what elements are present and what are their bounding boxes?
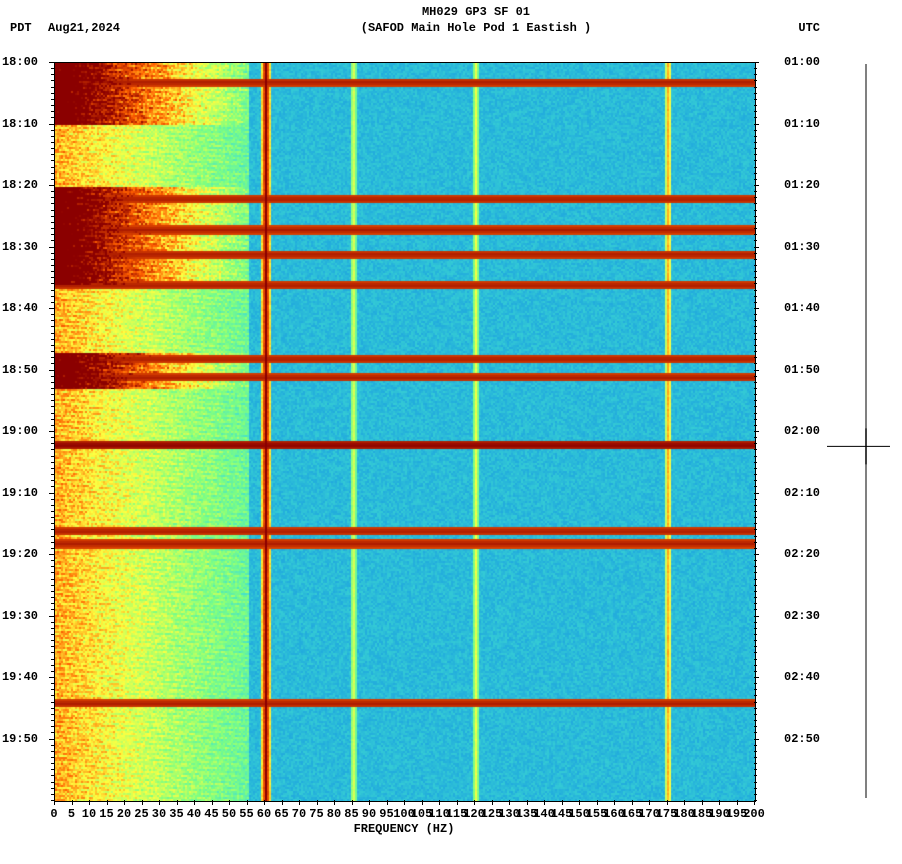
xtick-label: 60 <box>257 807 271 821</box>
ytick-right-label: 02:30 <box>784 609 820 623</box>
ytick-right-label: 01:00 <box>784 55 820 69</box>
xtick-label: 25 <box>134 807 148 821</box>
ytick-right-label: 01:10 <box>784 117 820 131</box>
ytick-right-label: 01:20 <box>784 178 820 192</box>
xtick-label: 0 <box>50 807 57 821</box>
xtick-label: 45 <box>204 807 218 821</box>
xtick-label: 200 <box>743 807 765 821</box>
x-axis: FREQUENCY (HZ) 0510152025303540455055606… <box>54 800 754 850</box>
ytick-right-label: 02:50 <box>784 732 820 746</box>
x-axis-label: FREQUENCY (HZ) <box>54 822 754 836</box>
xtick-label: 75 <box>309 807 323 821</box>
xtick-label: 15 <box>99 807 113 821</box>
ytick-right-label: 02:20 <box>784 547 820 561</box>
xtick-label: 55 <box>239 807 253 821</box>
ytick-left-label: 19:50 <box>2 732 38 746</box>
timezone-left: PDT <box>10 21 32 35</box>
ytick-right-label: 02:00 <box>784 424 820 438</box>
y-axis-left: 18:0018:1018:2018:3018:4018:5019:0019:10… <box>0 62 54 800</box>
ytick-right-label: 01:30 <box>784 240 820 254</box>
ytick-left-label: 19:20 <box>2 547 38 561</box>
header-date: Aug21,2024 <box>48 21 120 35</box>
xtick-label: 50 <box>222 807 236 821</box>
ytick-left-label: 18:40 <box>2 301 38 315</box>
ytick-right-label: 01:50 <box>784 363 820 377</box>
chart-title-sub: (SAFOD Main Hole Pod 1 Eastish ) <box>0 21 902 35</box>
ytick-left-label: 19:10 <box>2 486 38 500</box>
ytick-left-label: 18:50 <box>2 363 38 377</box>
ytick-right-label: 02:10 <box>784 486 820 500</box>
spectrogram-plot <box>54 62 754 800</box>
ytick-left-label: 19:40 <box>2 670 38 684</box>
xtick-label: 5 <box>68 807 75 821</box>
xtick-label: 80 <box>327 807 341 821</box>
xtick-label: 85 <box>344 807 358 821</box>
xtick-label: 95 <box>379 807 393 821</box>
ytick-left-label: 18:00 <box>2 55 38 69</box>
xtick-label: 30 <box>152 807 166 821</box>
spectrogram-canvas <box>54 62 756 802</box>
timezone-right: UTC <box>798 21 820 35</box>
xtick-label: 35 <box>169 807 183 821</box>
ytick-left-label: 18:30 <box>2 240 38 254</box>
ytick-left-label: 18:20 <box>2 178 38 192</box>
ytick-right-label: 01:40 <box>784 301 820 315</box>
ytick-left-label: 19:00 <box>2 424 38 438</box>
ytick-right-label: 02:40 <box>784 670 820 684</box>
xtick-label: 65 <box>274 807 288 821</box>
xtick-label: 40 <box>187 807 201 821</box>
side-event-marker <box>822 62 892 862</box>
xtick-label: 10 <box>82 807 96 821</box>
ytick-left-label: 18:10 <box>2 117 38 131</box>
ytick-left-label: 19:30 <box>2 609 38 623</box>
chart-title-main: MH029 GP3 SF 01 <box>0 5 902 19</box>
xtick-label: 20 <box>117 807 131 821</box>
xtick-label: 90 <box>362 807 376 821</box>
xtick-label: 70 <box>292 807 306 821</box>
